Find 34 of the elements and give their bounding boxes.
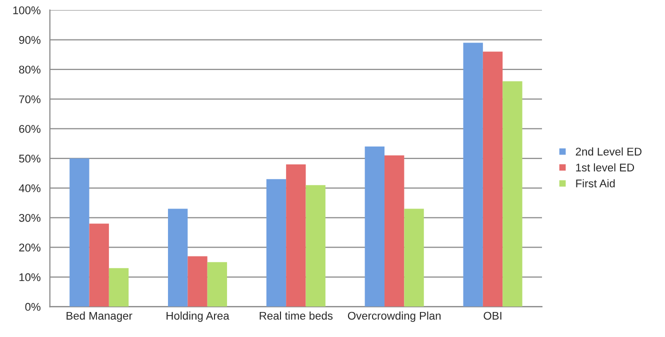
bar [384,155,404,307]
y-tick-label: 50% [19,154,40,163]
y-tick-label: 80% [19,66,40,74]
x-tick-label: Real time beds [260,312,333,320]
x-tick-label: Bed Manager [66,312,132,322]
legend-label: First Aid [576,179,615,188]
bar [502,81,522,307]
legend-label: 1st level ED [576,163,634,172]
x-tick-label: Overcrowding Plan [348,312,441,322]
bar [286,164,306,307]
y-tick-label: 20% [19,244,40,252]
bar [89,224,109,307]
bar [207,262,228,307]
y-tick-label: 60% [19,125,40,133]
x-tick-label: OBI [484,312,502,320]
y-tick-label: 0% [25,302,40,311]
y-tick-label: 90% [19,36,40,44]
y-tick-label: 100% [13,6,40,14]
y-tick-label: 40% [18,184,40,192]
bar [482,52,503,307]
bar [404,208,424,307]
bar [306,185,326,307]
bar [168,208,188,307]
y-tick-label: 30% [19,214,40,222]
bar [266,179,286,307]
bar [188,256,208,307]
y-tick-label: 10% [19,273,40,282]
legend-label: 2nd Level ED [576,147,642,156]
bar [70,158,90,307]
bar [463,42,483,307]
y-tick-label: 70% [19,95,40,104]
bar [108,268,129,307]
x-tick-label: Holding Area [166,312,230,322]
bar [364,146,385,307]
